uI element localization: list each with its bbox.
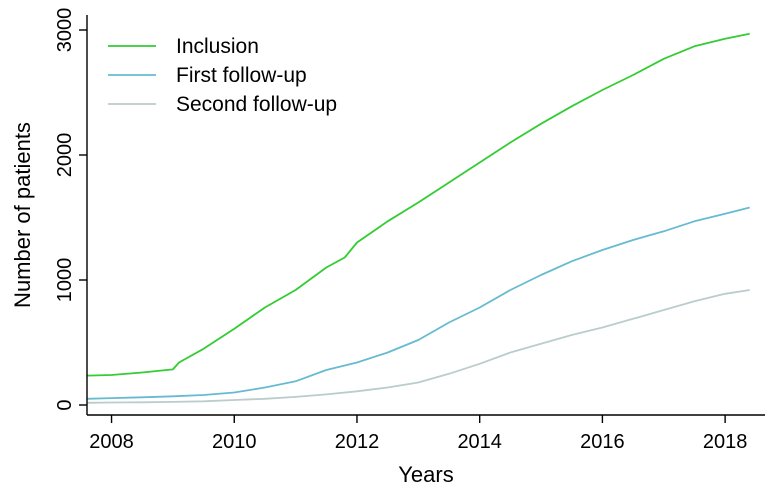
- legend: Inclusion First follow-up Second follow-up: [108, 35, 337, 116]
- legend-label: First follow-up: [176, 64, 307, 87]
- x-axis-ticks: 2008 2010 2012 2014 2016 2018: [89, 415, 747, 453]
- x-axis-title: Years: [398, 462, 453, 487]
- series-line-3: [86, 289, 750, 404]
- series-line-2: [86, 206, 750, 400]
- legend-label: Second follow-up: [176, 93, 337, 116]
- y-tick-label: 2000: [54, 133, 76, 178]
- y-tick-label: 1000: [54, 258, 76, 303]
- y-tick-label: 3000: [54, 8, 76, 53]
- y-axis-title: Number of patients: [10, 122, 35, 308]
- y-tick-label: 0: [54, 399, 76, 410]
- series-line-1: [86, 32, 750, 377]
- legend-label: Inclusion: [176, 35, 259, 58]
- y-axis-ticks: 0 1000 2000 3000: [54, 8, 87, 411]
- x-tick-label: 2018: [703, 431, 748, 453]
- axes: 2008 2010 2012 2014 2016 2018 0 1000 2000 3000: [54, 8, 765, 453]
- x-tick-label: 2010: [212, 431, 257, 453]
- x-tick-label: 2016: [580, 431, 625, 453]
- x-tick-label: 2012: [335, 431, 380, 453]
- x-tick-label: 2014: [457, 431, 502, 453]
- plot-lines: [86, 32, 750, 404]
- x-tick-label: 2008: [89, 431, 134, 453]
